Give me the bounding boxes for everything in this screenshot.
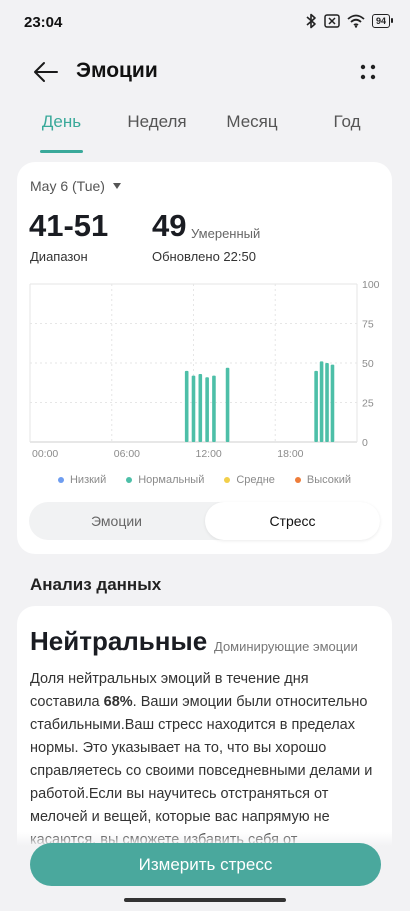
y-tick-label: 100 bbox=[362, 279, 380, 291]
legend-item-high: Высокий bbox=[294, 474, 351, 486]
tab-year[interactable]: Год bbox=[333, 112, 361, 131]
chart-bar bbox=[198, 374, 203, 442]
status-time: 23:04 bbox=[24, 14, 63, 31]
x-tick-label: 12:00 bbox=[196, 448, 222, 460]
caret-down-icon bbox=[112, 183, 121, 189]
x-tick-label: 00:00 bbox=[32, 448, 58, 460]
legend-item-medium: Средне bbox=[224, 474, 275, 486]
measure-stress-button[interactable]: Измерить стресс bbox=[30, 843, 381, 886]
tab-active-indicator bbox=[40, 150, 83, 153]
chart-bar bbox=[330, 364, 335, 442]
legend-item-low: Низкий bbox=[57, 474, 106, 486]
more-dots-icon bbox=[360, 64, 376, 80]
page-title: Эмоции bbox=[76, 59, 158, 82]
emotions-toggle[interactable]: Эмоции bbox=[91, 513, 142, 529]
dominant-emotion: Нейтральные bbox=[30, 626, 208, 656]
chart-bar bbox=[205, 377, 209, 442]
date-label: May 6 (Tue) bbox=[30, 178, 105, 194]
chart-legend: Низкий Нормальный Средне Высокий bbox=[17, 474, 392, 486]
chart-bar bbox=[325, 363, 329, 442]
stress-chart-card: May 6 (Tue) 41-51 Диапазон 49 Умеренный … bbox=[17, 162, 392, 554]
status-bar: 23:04 94 bbox=[0, 0, 410, 44]
stress-range-value: 41-51 bbox=[29, 208, 109, 243]
section-title: Анализ данных bbox=[30, 575, 162, 594]
stress-level-label: Умеренный bbox=[191, 226, 261, 241]
x-tick-label: 06:00 bbox=[114, 448, 140, 460]
chart-bar bbox=[191, 375, 196, 442]
period-tabs: День Неделя Месяц Год bbox=[0, 112, 410, 154]
chart-bar bbox=[225, 367, 230, 442]
dominant-emotion-label: Доминирующие эмоции bbox=[214, 639, 358, 654]
battery-icon: 94 bbox=[371, 14, 394, 28]
tab-day[interactable]: День bbox=[41, 112, 82, 131]
back-button[interactable] bbox=[30, 56, 62, 88]
status-icons: 94 bbox=[305, 13, 394, 29]
arrow-left-icon bbox=[34, 62, 58, 82]
chart-bar bbox=[319, 361, 324, 442]
legend-item-normal: Нормальный bbox=[126, 474, 204, 486]
home-indicator bbox=[124, 898, 286, 902]
app-header: Эмоции bbox=[0, 44, 410, 100]
more-button[interactable] bbox=[354, 58, 382, 86]
date-selector[interactable]: May 6 (Tue) bbox=[30, 178, 121, 194]
x-tick-label: 18:00 bbox=[277, 448, 303, 460]
analysis-text: Доля нейтральных эмоций в течение дня со… bbox=[30, 671, 373, 848]
stress-toggle[interactable]: Стресс bbox=[205, 502, 380, 540]
y-tick-label: 75 bbox=[362, 319, 374, 331]
neutral-percent: 68% bbox=[103, 694, 133, 710]
stress-bar-chart: 100 75 50 25 0 00:00 06:00 12:00 18:00 bbox=[29, 279, 380, 460]
y-tick-label: 25 bbox=[362, 398, 374, 410]
stress-current-value: 49 bbox=[152, 208, 187, 243]
wifi-icon bbox=[347, 14, 365, 28]
stress-range-label: Диапазон bbox=[30, 249, 88, 264]
tab-week[interactable]: Неделя bbox=[127, 112, 187, 131]
chart-bar bbox=[184, 370, 189, 442]
no-sim-icon bbox=[324, 14, 340, 28]
bluetooth-icon bbox=[305, 13, 317, 29]
tab-month[interactable]: Месяц bbox=[226, 112, 278, 131]
updated-time: Обновлено 22:50 bbox=[152, 249, 256, 264]
chart-mode-switch: Эмоции Стресс bbox=[29, 502, 380, 540]
y-tick-label: 50 bbox=[362, 358, 374, 370]
y-tick-label: 0 bbox=[362, 437, 368, 449]
chart-bar bbox=[314, 370, 318, 442]
chart-bar bbox=[212, 375, 216, 442]
